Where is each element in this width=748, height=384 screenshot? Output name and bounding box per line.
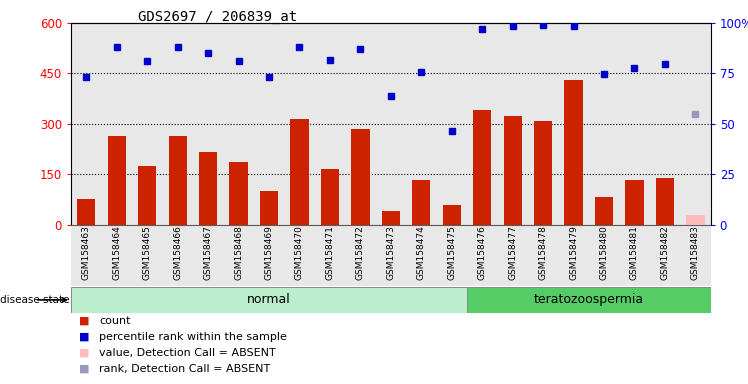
Text: GSM158474: GSM158474 xyxy=(417,225,426,280)
Bar xyxy=(102,225,132,286)
Bar xyxy=(565,80,583,225)
Bar xyxy=(497,23,528,225)
Bar xyxy=(108,136,126,225)
Bar xyxy=(381,210,400,225)
Text: disease state: disease state xyxy=(0,295,70,305)
Bar xyxy=(619,225,650,286)
Bar xyxy=(406,225,437,286)
Bar xyxy=(132,23,162,225)
Bar xyxy=(193,23,224,225)
Text: GSM158471: GSM158471 xyxy=(325,225,334,280)
Text: ■: ■ xyxy=(79,348,89,358)
Text: value, Detection Call = ABSENT: value, Detection Call = ABSENT xyxy=(99,348,276,358)
Text: GSM158479: GSM158479 xyxy=(569,225,578,280)
Bar xyxy=(619,23,650,225)
Bar xyxy=(406,23,437,225)
Text: ■: ■ xyxy=(79,332,89,342)
Bar xyxy=(230,162,248,225)
Bar xyxy=(375,225,406,286)
Bar xyxy=(254,225,284,286)
Bar xyxy=(102,23,132,225)
Bar xyxy=(528,225,558,286)
Text: GSM158476: GSM158476 xyxy=(478,225,487,280)
Text: GSM158482: GSM158482 xyxy=(660,225,669,280)
Text: GSM158467: GSM158467 xyxy=(203,225,212,280)
Bar xyxy=(315,225,345,286)
Bar xyxy=(284,23,315,225)
Text: GSM158469: GSM158469 xyxy=(265,225,274,280)
Bar xyxy=(686,215,705,225)
Bar xyxy=(473,111,491,225)
Bar xyxy=(321,169,339,225)
Text: GSM158472: GSM158472 xyxy=(356,225,365,280)
Bar xyxy=(528,23,558,225)
Bar xyxy=(138,166,156,225)
Text: GSM158480: GSM158480 xyxy=(599,225,609,280)
Bar xyxy=(162,225,193,286)
Bar xyxy=(352,129,370,225)
Bar xyxy=(558,23,589,225)
Bar xyxy=(254,23,284,225)
Bar xyxy=(595,197,613,225)
Bar xyxy=(503,116,522,225)
Text: GSM158463: GSM158463 xyxy=(82,225,91,280)
Bar xyxy=(589,23,619,225)
Text: rank, Detection Call = ABSENT: rank, Detection Call = ABSENT xyxy=(99,364,271,374)
Text: GSM158478: GSM158478 xyxy=(539,225,548,280)
Bar xyxy=(558,225,589,286)
Text: GSM158477: GSM158477 xyxy=(508,225,517,280)
Text: GSM158481: GSM158481 xyxy=(630,225,639,280)
Bar xyxy=(467,287,711,313)
Text: normal: normal xyxy=(247,293,291,306)
Bar xyxy=(437,225,467,286)
Bar xyxy=(497,225,528,286)
Bar xyxy=(224,225,254,286)
Bar xyxy=(260,191,278,225)
Text: GSM158465: GSM158465 xyxy=(143,225,152,280)
Bar xyxy=(375,23,406,225)
Bar xyxy=(656,178,674,225)
Bar xyxy=(315,23,345,225)
Bar xyxy=(162,23,193,225)
Bar xyxy=(412,180,430,225)
Bar xyxy=(650,225,680,286)
Bar xyxy=(534,121,552,225)
Bar xyxy=(680,23,711,225)
Text: percentile rank within the sample: percentile rank within the sample xyxy=(99,332,287,342)
Bar xyxy=(71,23,102,225)
Bar xyxy=(650,23,680,225)
Text: GDS2697 / 206839_at: GDS2697 / 206839_at xyxy=(138,10,298,23)
Bar xyxy=(71,287,467,313)
Bar xyxy=(467,225,497,286)
Bar xyxy=(224,23,254,225)
Bar xyxy=(193,225,224,286)
Bar xyxy=(345,23,375,225)
Bar xyxy=(345,225,375,286)
Text: GSM158483: GSM158483 xyxy=(691,225,700,280)
Bar xyxy=(625,180,643,225)
Bar xyxy=(290,119,309,225)
Text: GSM158466: GSM158466 xyxy=(173,225,183,280)
Bar xyxy=(168,136,187,225)
Bar xyxy=(437,23,467,225)
Bar xyxy=(467,23,497,225)
Text: GSM158473: GSM158473 xyxy=(386,225,396,280)
Bar xyxy=(680,225,711,286)
Bar xyxy=(589,225,619,286)
Bar xyxy=(199,152,217,225)
Text: count: count xyxy=(99,316,131,326)
Text: GSM158464: GSM158464 xyxy=(112,225,121,280)
Text: ■: ■ xyxy=(79,364,89,374)
Text: GSM158475: GSM158475 xyxy=(447,225,456,280)
Bar xyxy=(443,205,461,225)
Bar xyxy=(284,225,315,286)
Bar xyxy=(77,199,96,225)
Text: GSM158470: GSM158470 xyxy=(295,225,304,280)
Text: GSM158468: GSM158468 xyxy=(234,225,243,280)
Bar xyxy=(71,225,102,286)
Bar xyxy=(132,225,162,286)
Text: teratozoospermia: teratozoospermia xyxy=(534,293,644,306)
Text: ■: ■ xyxy=(79,316,89,326)
